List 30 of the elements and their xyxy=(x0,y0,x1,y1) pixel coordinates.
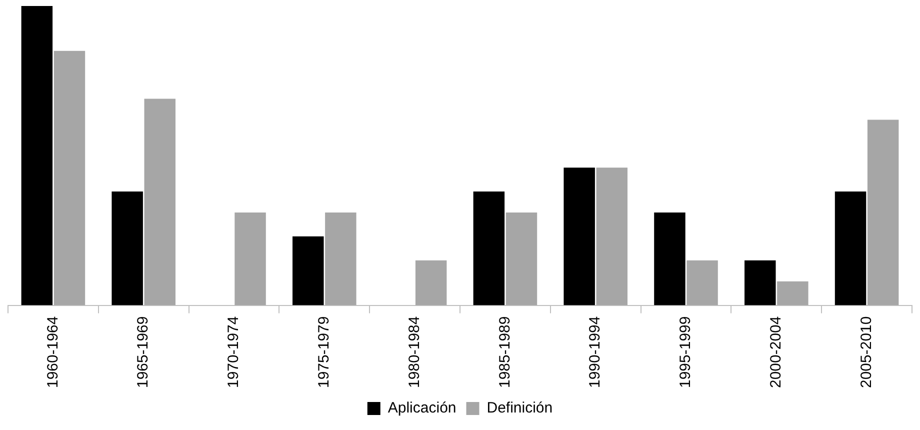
x-tick-label: 1970-1974 xyxy=(225,316,242,388)
bar xyxy=(292,236,324,306)
bar xyxy=(777,281,808,306)
x-tick-label: 1990-1994 xyxy=(586,316,604,388)
bar xyxy=(834,192,866,306)
bar xyxy=(867,120,899,306)
bar xyxy=(21,6,53,306)
bar xyxy=(596,168,628,306)
bar xyxy=(54,50,86,306)
bar xyxy=(506,212,538,306)
bar xyxy=(144,98,176,306)
legend-label: Definición xyxy=(486,400,553,417)
bar xyxy=(234,212,266,306)
x-tick-label: 1960-1964 xyxy=(44,316,62,388)
legend-label: Aplicación xyxy=(388,400,456,417)
x-tick-label: 2005-2010 xyxy=(858,316,875,388)
bar xyxy=(686,260,718,306)
bar xyxy=(564,168,595,306)
x-tick-label: 1985-1989 xyxy=(496,316,514,388)
x-tick-label: 2000-2004 xyxy=(768,316,785,388)
x-tick-label: 1975-1979 xyxy=(316,316,333,388)
bar xyxy=(744,260,776,306)
bar xyxy=(112,192,143,306)
x-tick-label: 1995-1999 xyxy=(677,316,694,388)
x-tick-label: 1980-1984 xyxy=(406,316,423,388)
bar xyxy=(654,212,686,306)
bar xyxy=(415,260,447,306)
x-tick-label: 1965-1969 xyxy=(134,316,152,388)
bar xyxy=(325,212,356,306)
bar xyxy=(473,192,505,306)
